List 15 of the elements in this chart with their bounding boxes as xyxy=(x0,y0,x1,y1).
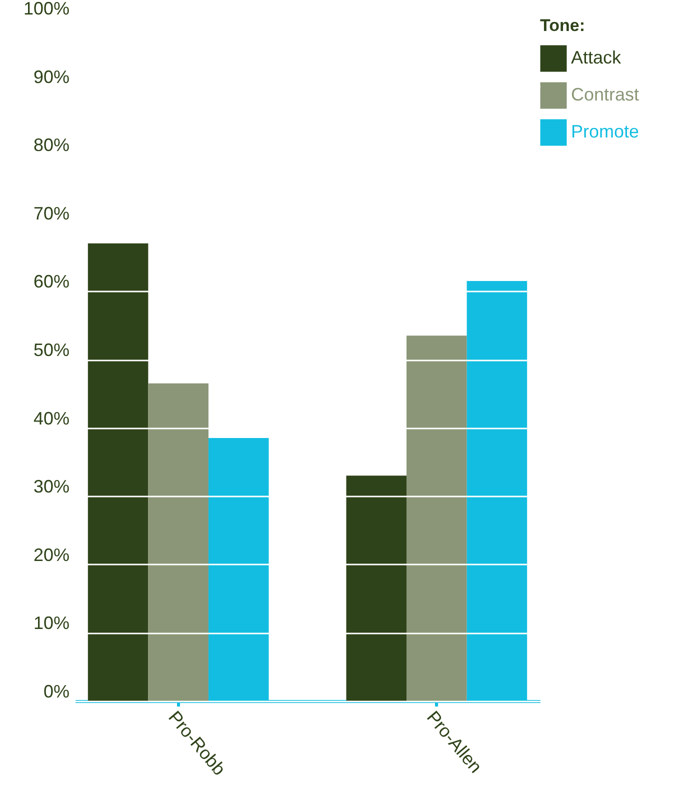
y-tick-label: 30% xyxy=(33,476,70,497)
legend-label: Attack xyxy=(571,48,622,68)
y-tick-label: 60% xyxy=(33,272,70,292)
y-tick-label: 100% xyxy=(23,0,70,18)
y-tick-label: 80% xyxy=(33,135,70,156)
y-tick-label: 0% xyxy=(43,682,70,702)
y-tick-label: 40% xyxy=(33,408,70,428)
y-tick-label: 90% xyxy=(33,66,70,87)
y-tick-label: 50% xyxy=(33,340,70,360)
legend-label: Contrast xyxy=(571,84,640,104)
y-tick-label: 70% xyxy=(33,203,70,224)
legend-title: Tone: xyxy=(540,16,586,35)
y-tick-label: 20% xyxy=(33,544,70,565)
legend-label: Promote xyxy=(571,122,640,142)
y-tick-label: 10% xyxy=(33,613,70,634)
